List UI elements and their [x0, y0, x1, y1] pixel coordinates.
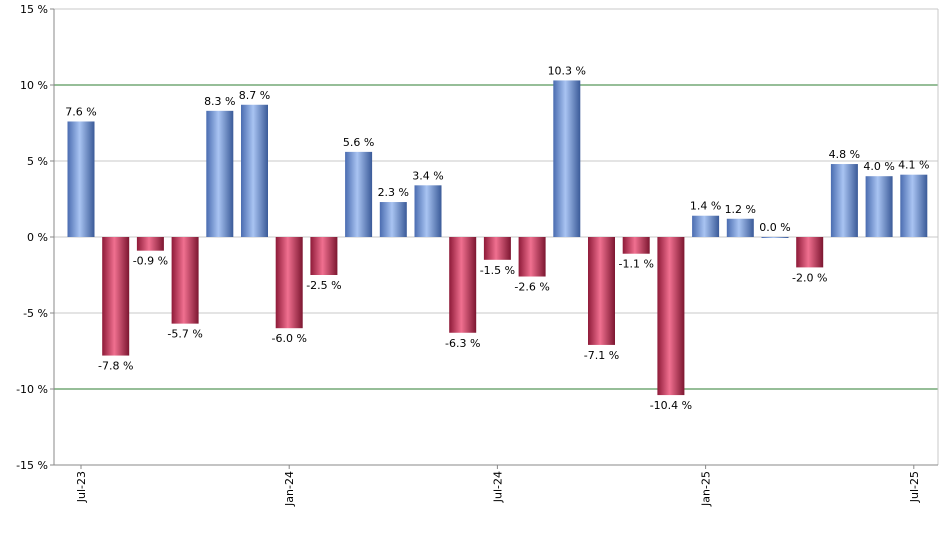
bar: [657, 237, 685, 396]
y-tick-label: 10 %: [20, 79, 48, 92]
bar: [761, 237, 789, 238]
x-tick-label: Jan-24: [283, 471, 296, 507]
data-label: -2.0 %: [792, 271, 827, 284]
y-tick-label: -5 %: [23, 307, 48, 320]
data-label: -1.1 %: [618, 258, 653, 271]
bar: [830, 164, 858, 237]
bar: [796, 237, 824, 268]
data-label: -6.0 %: [271, 332, 306, 345]
bar: [241, 104, 268, 237]
bar: [553, 80, 581, 237]
data-label: 8.3 %: [204, 95, 235, 108]
bar: [310, 237, 338, 275]
bar: [692, 215, 720, 237]
data-label: 10.3 %: [548, 64, 586, 77]
bar: [483, 237, 511, 260]
data-label: -7.1 %: [584, 349, 619, 362]
data-label: 1.2 %: [725, 203, 756, 216]
bar: [171, 237, 199, 324]
data-label: 2.3 %: [378, 186, 409, 199]
bar: [622, 237, 650, 254]
data-label: -1.5 %: [480, 264, 515, 277]
bar: [67, 121, 95, 237]
data-label: -0.9 %: [133, 255, 168, 268]
data-label: -7.8 %: [98, 360, 133, 373]
data-label: 5.6 %: [343, 136, 374, 149]
bar: [414, 185, 442, 237]
y-tick-label: 0 %: [27, 231, 48, 244]
y-tick-label: 15 %: [20, 3, 48, 16]
data-label: 7.6 %: [65, 105, 96, 118]
bar: [865, 176, 893, 237]
y-tick-label: 5 %: [27, 155, 48, 168]
bar: [136, 237, 164, 251]
x-tick-label: Jul-25: [908, 471, 921, 503]
bar: [275, 237, 303, 329]
bar: [379, 202, 407, 237]
y-tick-label: -15 %: [16, 459, 48, 472]
data-label: -2.6 %: [514, 281, 549, 294]
data-label: 4.1 %: [898, 159, 929, 172]
data-labels: 7.6 % -7.8 % -0.9 % -5.7 % 8.3 % 8.7 % -6.0 % -…: [65, 64, 929, 412]
data-label: -2.5 %: [306, 279, 341, 292]
bar: [900, 174, 928, 237]
data-label: -5.7 %: [167, 328, 202, 341]
bar: [588, 237, 615, 345]
data-label: 4.8 %: [829, 148, 860, 161]
data-label: 3.4 %: [412, 169, 443, 182]
bar: [726, 218, 754, 237]
bar: [206, 110, 234, 237]
data-label: 1.4 %: [690, 200, 721, 213]
data-label: 8.7 %: [239, 89, 270, 102]
y-tick-label: -10 %: [16, 383, 48, 396]
bar: [518, 237, 546, 277]
data-label: 0.0 %: [759, 221, 790, 234]
x-tick-label: Jul-24: [491, 471, 504, 503]
bar: [102, 237, 130, 356]
bar: [449, 237, 477, 333]
bar: [345, 151, 373, 237]
data-label: 4.0 %: [863, 160, 894, 173]
bars: [67, 80, 928, 396]
x-tick-label: Jul-23: [75, 471, 88, 503]
data-label: -10.4 %: [650, 399, 692, 412]
x-tick-label: Jan-25: [700, 471, 713, 507]
data-label: -6.3 %: [445, 337, 480, 350]
axes: 15 % 10 % 5 % 0 % -5 % -10 % -15 % Jul-23 Jan-24…: [16, 3, 939, 507]
